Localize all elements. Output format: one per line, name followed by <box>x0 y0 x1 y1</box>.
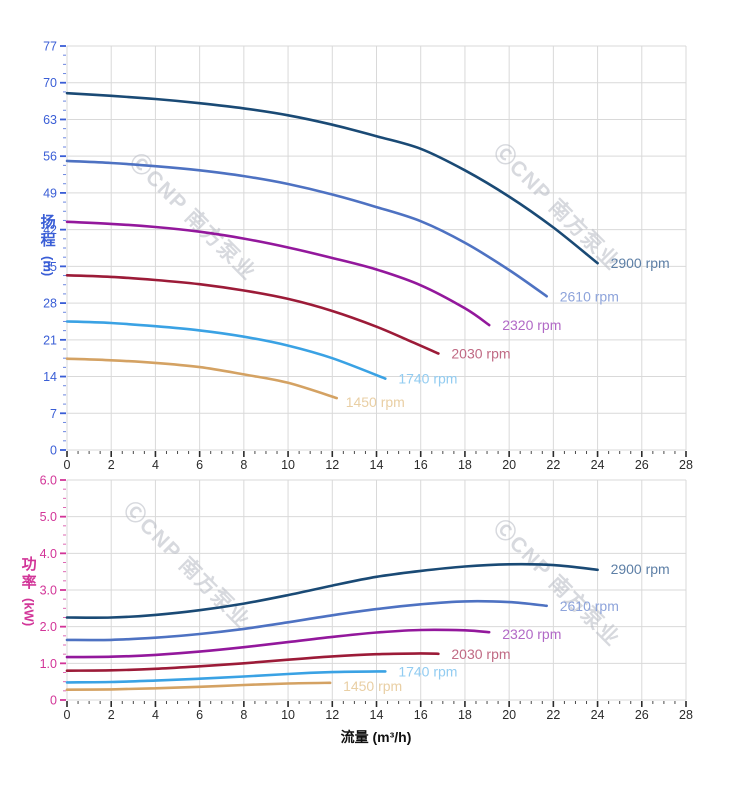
power-curve-1450-rpm <box>65 681 332 691</box>
power-x-tick-label: 20 <box>502 708 516 722</box>
power-curve-label-2030-rpm: 2030 rpm <box>451 646 510 662</box>
power-curve-label-2320-rpm: 2320 rpm <box>502 626 561 642</box>
power-curve-label-2610-rpm: 2610 rpm <box>560 598 619 614</box>
power-curve-2610-rpm <box>65 599 548 642</box>
power-y-axis-title-text: 功率 <box>19 556 37 592</box>
head-y-tick-label: 70 <box>43 76 57 90</box>
head-curve-2320-rpm <box>65 220 491 327</box>
head-y-tick-label: 35 <box>43 260 57 274</box>
head-curve-1740-rpm <box>65 320 387 380</box>
head-y-axis-unit: (m) <box>40 256 56 277</box>
head-x-ticks: 0 2 4 6 8 10 12 14 16 18 20 22 24 26 28 <box>64 451 693 472</box>
head-curve-2900-rpm <box>65 91 599 265</box>
power-x-tick-label: 16 <box>414 708 428 722</box>
power-x-tick-label: 10 <box>281 708 295 722</box>
x-axis-title: 流量 (m³/h) <box>340 729 412 745</box>
power-x-tick-label: 4 <box>152 708 159 722</box>
power-curve-1740-rpm <box>65 670 387 684</box>
head-x-tick-label: 6 <box>196 458 203 472</box>
power-y-tick-label: 6.0 <box>40 474 57 488</box>
head-curve-2030-rpm <box>65 274 440 355</box>
head-y-tick-label: 42 <box>43 223 57 237</box>
head-y-tick-label: 21 <box>43 333 57 347</box>
power-x-tick-label: 22 <box>546 708 560 722</box>
power-gridlines <box>66 479 687 701</box>
head-y-tick-label: 28 <box>43 297 57 311</box>
head-gridlines <box>66 45 687 451</box>
head-x-tick-label: 16 <box>414 458 428 472</box>
head-x-tick-label: 26 <box>635 458 649 472</box>
power-y-ticks: 0 1.0 2.0 3.0 4.0 5.0 6.0 <box>40 474 66 708</box>
head-y-tick-label: 14 <box>43 370 57 384</box>
power-y-axis-title: 功率 (kW) <box>16 556 40 626</box>
head-x-tick-label: 0 <box>64 458 71 472</box>
head-y-tick-label: 77 <box>43 40 57 54</box>
power-x-tick-label: 2 <box>108 708 115 722</box>
head-curve-label-2900-rpm: 2900 rpm <box>611 255 670 271</box>
head-x-tick-label: 28 <box>679 458 693 472</box>
power-x-tick-label: 24 <box>591 708 605 722</box>
head-y-axis-title: 扬程 (m) <box>36 214 58 276</box>
head-curve-label-2610-rpm: 2610 rpm <box>560 288 619 304</box>
power-curve-2320-rpm <box>65 628 491 659</box>
power-curve-label-2900-rpm: 2900 rpm <box>611 561 670 577</box>
head-curve-label-2030-rpm: 2030 rpm <box>451 345 510 361</box>
power-x-tick-label: 12 <box>325 708 339 722</box>
power-x-ticks: 0 2 4 6 8 10 12 14 16 18 20 22 24 26 28 <box>64 701 693 722</box>
head-x-tick-label: 2 <box>108 458 115 472</box>
head-x-tick-label: 4 <box>152 458 159 472</box>
head-y-tick-label: 7 <box>50 407 57 421</box>
head-x-tick-label: 24 <box>591 458 605 472</box>
power-curve-label-1740-rpm: 1740 rpm <box>398 663 457 679</box>
power-x-tick-label: 6 <box>196 708 203 722</box>
power-x-tick-label: 18 <box>458 708 472 722</box>
power-x-tick-label: 8 <box>240 708 247 722</box>
power-x-tick-label: 28 <box>679 708 693 722</box>
power-curve-2030-rpm <box>65 652 440 672</box>
head-x-tick-label: 14 <box>370 458 384 472</box>
head-y-tick-label: 63 <box>43 113 57 127</box>
head-y-tick-label: 49 <box>43 186 57 200</box>
power-y-tick-label: 3.0 <box>40 584 57 598</box>
power-x-tick-label: 0 <box>64 708 71 722</box>
head-x-tick-label: 8 <box>240 458 247 472</box>
head-curve-label-2320-rpm: 2320 rpm <box>502 317 561 333</box>
head-y-axis-title-text: 扬程 <box>38 214 56 250</box>
power-curve-2900-rpm <box>65 562 599 619</box>
head-curve-label-1740-rpm: 1740 rpm <box>398 371 457 387</box>
power-y-tick-label: 2.0 <box>40 620 57 634</box>
power-x-tick-label: 14 <box>370 708 384 722</box>
head-x-tick-label: 20 <box>502 458 516 472</box>
head-curve-label-1450-rpm: 1450 rpm <box>346 394 405 410</box>
power-y-tick-label: 5.0 <box>40 510 57 524</box>
head-y-ticks: 0 7 14 21 28 35 42 49 56 63 70 77 <box>43 40 66 458</box>
head-y-tick-label: 0 <box>50 444 57 458</box>
head-x-tick-label: 10 <box>281 458 295 472</box>
power-curve-label-1450-rpm: 1450 rpm <box>343 678 402 694</box>
head-curve-2610-rpm <box>65 159 548 298</box>
head-x-tick-label: 18 <box>458 458 472 472</box>
head-y-tick-label: 56 <box>43 150 57 164</box>
head-curve-1450-rpm <box>65 357 338 400</box>
head-x-tick-label: 12 <box>325 458 339 472</box>
power-y-axis-unit: (kW) <box>21 598 37 627</box>
power-x-tick-label: 26 <box>635 708 649 722</box>
head-x-tick-label: 22 <box>546 458 560 472</box>
power-y-tick-label: 4.0 <box>40 547 57 561</box>
power-y-tick-label: 0 <box>50 694 57 708</box>
power-y-tick-label: 1.0 <box>40 657 57 671</box>
